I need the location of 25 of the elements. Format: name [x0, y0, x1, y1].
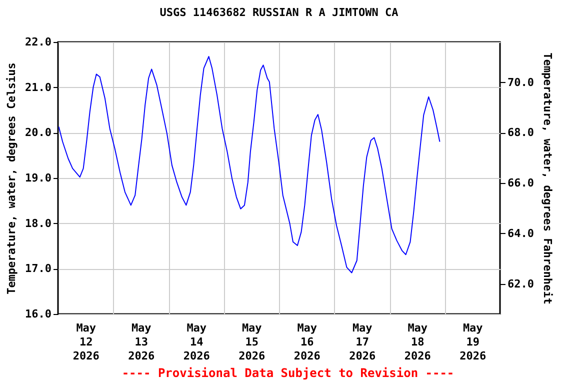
y-tick-label: 18.0	[25, 216, 52, 230]
x-tick-label: May 19 2026	[460, 322, 486, 362]
y-tick-label: 22.0	[25, 36, 52, 48]
x-tick-label: May 12 2026	[72, 322, 100, 362]
y2-tick-label: 70.0	[508, 76, 534, 89]
y2-tick-label: 66.0	[508, 176, 534, 190]
y-axis-title: Temperature, water, degrees Celsius	[5, 62, 18, 294]
x-tick-label: May 13 2026	[128, 322, 155, 362]
y-tick-label: 20.0	[25, 126, 52, 140]
x-tick-label: May 18 2026	[404, 322, 432, 362]
x-tick-label: May 15 2026	[238, 322, 266, 362]
x-tick-label: May 17 2026	[349, 322, 376, 362]
y2-tick-label: 62.0	[508, 277, 534, 290]
chart-title: USGS 11463682 RUSSIAN R A JIMTOWN CA	[160, 6, 399, 19]
y-tick-label: 21.0	[25, 80, 52, 94]
y-tick-label: 17.0	[25, 262, 52, 276]
line-series	[58, 56, 440, 274]
y2-axis-title: Temperature, water, degrees Fahrenheit	[540, 52, 554, 304]
x-tick-label: May 16 2026	[294, 322, 321, 362]
text: ---- Provisional Data Subject to Revision ----	[120, 366, 456, 380]
x-tick-label: May 14 2026	[183, 322, 210, 362]
y-tick-label: 19.0	[25, 172, 52, 184]
y2-tick-label: 68.0	[508, 126, 534, 140]
y-tick-label: 16.0	[25, 308, 52, 320]
y2-tick-label: 64.0	[508, 226, 534, 240]
